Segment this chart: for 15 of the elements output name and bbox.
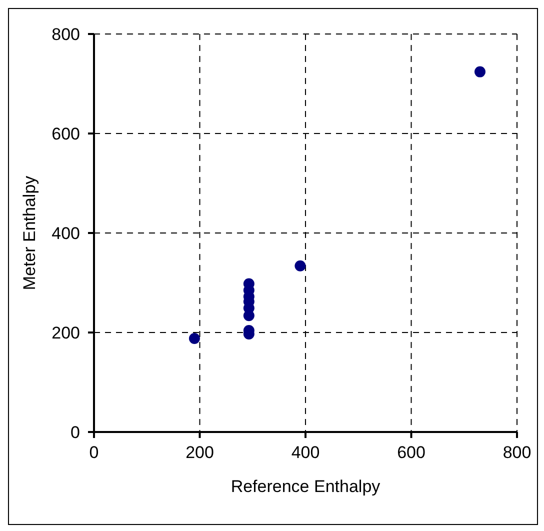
y-axis-title: Meter Enthalpy (20, 175, 40, 290)
x-tick-label: 200 (186, 443, 214, 462)
y-tick-label: 600 (52, 124, 80, 144)
y-tick-label: 400 (52, 224, 80, 244)
y-tick-label: 200 (52, 324, 80, 343)
y-tick-label: 800 (52, 25, 80, 44)
x-tick-label: 0 (89, 443, 99, 462)
point (294, 260, 306, 272)
y-tick-label: 0 (70, 423, 80, 442)
point (188, 332, 200, 344)
x-axis-title: Reference Enthalpy (230, 477, 381, 496)
x-tick-label: 400 (291, 443, 320, 462)
point (474, 66, 486, 78)
x-tick-label: 600 (397, 443, 426, 462)
x-tick-label: 800 (502, 443, 532, 462)
